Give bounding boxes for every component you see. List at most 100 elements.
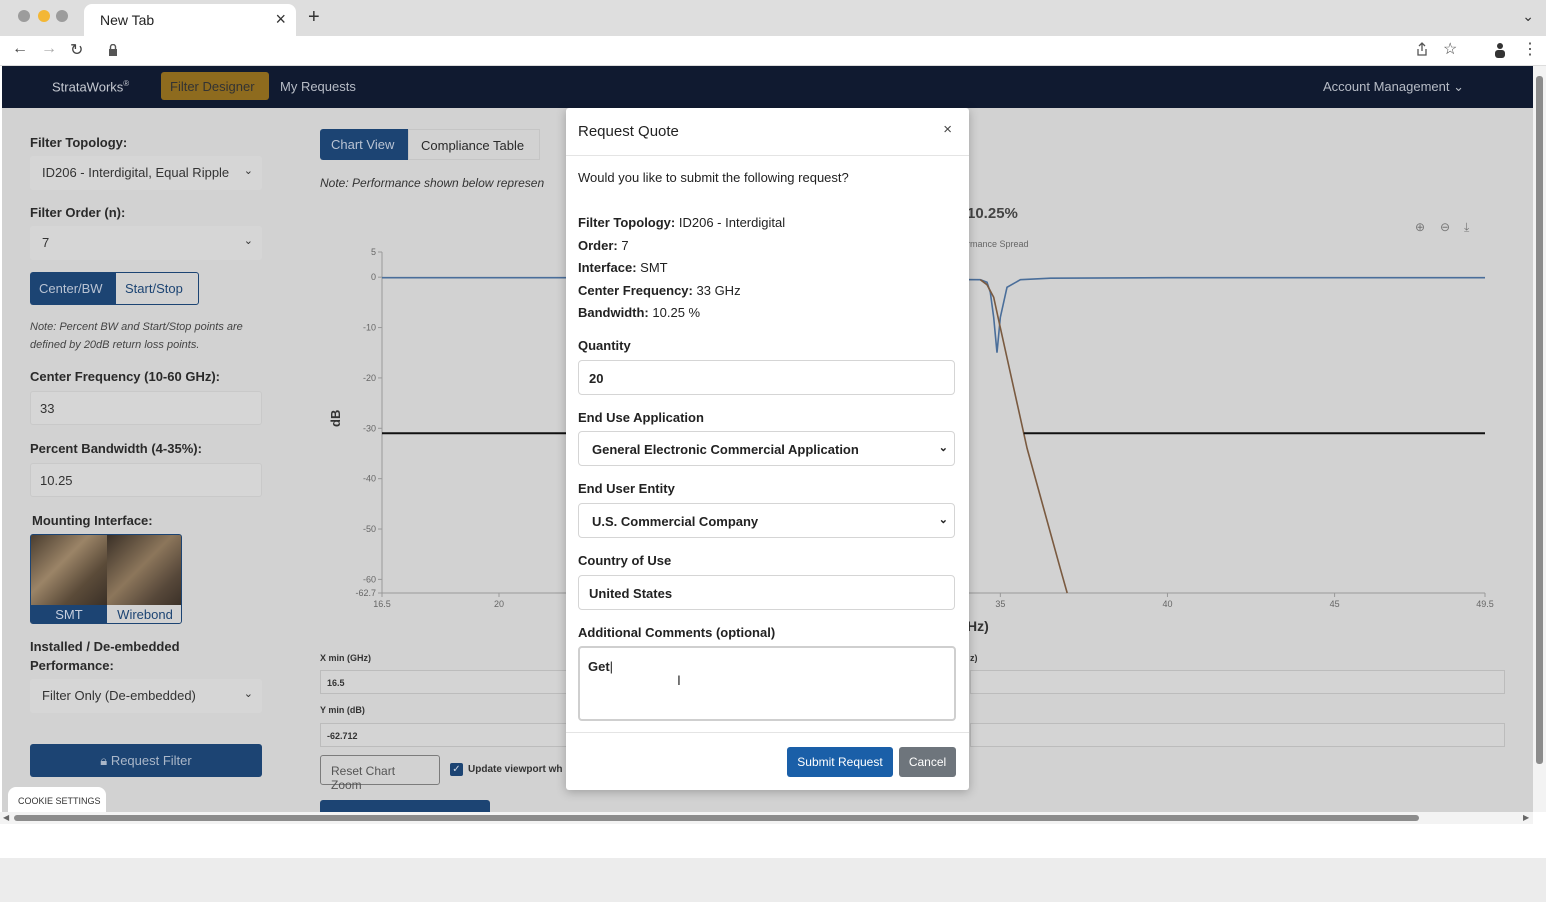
- update-viewport-label: Update viewport wh: [468, 764, 563, 775]
- vertical-scrollbar[interactable]: [1533, 66, 1546, 812]
- tab-search-icon[interactable]: ⌄: [1522, 8, 1534, 24]
- summary-center-frequency: Center Frequency: 33 GHz: [578, 283, 741, 298]
- scroll-left-icon[interactable]: ◀: [3, 813, 10, 822]
- nav-account-management[interactable]: Account Management ⌄: [1323, 79, 1464, 94]
- nav-filter-designer[interactable]: Filter Designer: [161, 72, 269, 100]
- quantity-input[interactable]: 20: [578, 360, 955, 395]
- xmax-input[interactable]: [970, 670, 1505, 694]
- end-user-select[interactable]: U.S. Commercial Company ⌄: [578, 503, 955, 538]
- lock-icon[interactable]: [108, 44, 118, 56]
- cancel-button[interactable]: Cancel: [899, 747, 956, 777]
- x-tick-label: 49.5: [1476, 599, 1494, 609]
- close-icon[interactable]: ×: [943, 121, 952, 138]
- wirebond-option[interactable]: Wirebond: [107, 605, 181, 623]
- end-user-label: End User Entity: [578, 481, 675, 496]
- country-input[interactable]: United States: [578, 575, 955, 610]
- star-icon[interactable]: ☆: [1443, 41, 1458, 58]
- chevron-down-icon: ⌄: [1453, 79, 1464, 94]
- reload-icon[interactable]: ↻: [70, 42, 84, 59]
- browser-toolbar: ← → ↻ ☆ ⋮: [0, 36, 1546, 66]
- y-tick-label: -60: [363, 574, 376, 584]
- profile-icon[interactable]: [1494, 42, 1506, 58]
- ymin-label: Y min (dB): [320, 705, 365, 715]
- end-use-select[interactable]: General Electronic Commercial Applicatio…: [578, 431, 955, 466]
- brand-logo[interactable]: StrataWorks®: [52, 79, 130, 95]
- modal-title: Request Quote: [578, 123, 679, 140]
- chevron-down-icon: ⌄: [938, 514, 948, 526]
- start-stop-button[interactable]: Start/Stop: [115, 272, 199, 305]
- menu-icon[interactable]: ⋮: [1522, 41, 1538, 58]
- x-tick-label: 16.5: [373, 599, 391, 609]
- minimize-window-icon[interactable]: [38, 10, 50, 22]
- forward-arrow-icon[interactable]: →: [41, 40, 57, 57]
- vertical-scroll-thumb[interactable]: [1536, 76, 1543, 764]
- xmin-input[interactable]: 16.5: [320, 670, 570, 694]
- topology-label: Filter Topology:: [30, 135, 128, 150]
- close-window-icon[interactable]: [18, 10, 30, 22]
- performance-note: Note: Performance shown below represen: [320, 176, 545, 190]
- cookie-settings-button[interactable]: COOKIE SETTINGS: [8, 787, 106, 812]
- x-tick-label: 20: [494, 599, 504, 609]
- order-select[interactable]: 7 ⌄: [30, 226, 262, 260]
- scroll-right-icon[interactable]: ▶: [1523, 813, 1530, 822]
- series-line-1: [979, 279, 1068, 594]
- back-arrow-icon[interactable]: ←: [12, 40, 28, 57]
- tab-compliance-table[interactable]: Compliance Table: [408, 129, 540, 160]
- zoom-in-icon[interactable]: ⊕: [1415, 220, 1426, 234]
- share-icon[interactable]: [1416, 42, 1428, 57]
- modal-header: Request Quote ×: [566, 108, 969, 156]
- text-cursor-icon: I: [677, 672, 681, 688]
- xmax-label: z): [970, 653, 978, 663]
- bandwidth-input[interactable]: 10.25: [30, 463, 262, 497]
- modal-footer-divider: [566, 732, 969, 733]
- chevron-down-icon: ⌄: [243, 165, 253, 177]
- wirebond-image[interactable]: [107, 535, 181, 605]
- zoom-out-icon[interactable]: ⊖: [1440, 220, 1451, 234]
- center-frequency-input[interactable]: 33: [30, 391, 262, 425]
- mounting-interface-picker: SMT Wirebond: [30, 534, 182, 624]
- tab-chart-view[interactable]: Chart View: [320, 129, 408, 160]
- ymax-input[interactable]: [970, 723, 1505, 747]
- chart-legend: rmance Spread: [967, 239, 1029, 249]
- y-tick-label: -10: [363, 323, 376, 333]
- horizontal-scrollbar[interactable]: ◀ ▶: [0, 812, 1533, 824]
- reset-chart-zoom-button[interactable]: Reset Chart Zoom: [320, 755, 440, 792]
- y-tick-label: 5: [371, 247, 376, 257]
- horizontal-scroll-thumb[interactable]: [14, 815, 1419, 821]
- smt-image[interactable]: [31, 535, 107, 605]
- bottom-action-button[interactable]: [320, 800, 490, 812]
- summary-interface: Interface: SMT: [578, 260, 668, 275]
- request-quote-modal: Request Quote × Would you like to submit…: [566, 108, 969, 790]
- chevron-down-icon: ⌄: [243, 688, 253, 700]
- tab-title: New Tab: [100, 12, 155, 28]
- window-bottom-area: [0, 858, 1546, 902]
- chart-title: 10.25%: [967, 205, 1018, 222]
- comments-textarea[interactable]: Get|: [578, 646, 956, 721]
- y-tick-label: -30: [363, 423, 376, 433]
- request-filter-button[interactable]: 🔒︎ Request Filter: [30, 744, 262, 777]
- smt-option[interactable]: SMT: [31, 605, 107, 623]
- country-label: Country of Use: [578, 553, 672, 568]
- order-label: Filter Order (n):: [30, 205, 126, 220]
- submit-request-button[interactable]: Submit Request: [787, 747, 893, 777]
- mount-label: Mounting Interface:: [32, 513, 153, 528]
- ymin-input[interactable]: -62.712: [320, 723, 570, 747]
- summary-order: Order: 7: [578, 238, 629, 253]
- update-viewport-checkbox[interactable]: ✓: [450, 763, 463, 776]
- installed-select[interactable]: Filter Only (De-embedded) ⌄: [30, 679, 262, 713]
- x-axis-label: Hz): [967, 618, 989, 634]
- y-tick-label: -50: [363, 524, 376, 534]
- chart-ticks: 5 0 -10 -20 -30 -40 -50 -60 -62.716.5 20 35 40 45 49.…: [355, 247, 1493, 609]
- browser-tab[interactable]: New Tab ×: [84, 4, 296, 36]
- bandwidth-label: Percent Bandwidth (4-35%):: [30, 441, 202, 456]
- nav-my-requests[interactable]: My Requests: [280, 79, 356, 94]
- center-frequency-label: Center Frequency (10-60 GHz):: [30, 369, 220, 384]
- download-icon[interactable]: ⤓: [1464, 220, 1470, 234]
- lock-icon: 🔒︎: [100, 753, 108, 768]
- topology-select[interactable]: ID206 - Interdigital, Equal Ripple ⌄: [30, 156, 262, 190]
- center-bw-button[interactable]: Center/BW: [30, 272, 115, 305]
- maximize-window-icon[interactable]: [56, 10, 68, 22]
- tab-close-icon[interactable]: ×: [275, 9, 286, 29]
- new-tab-icon[interactable]: +: [308, 6, 320, 28]
